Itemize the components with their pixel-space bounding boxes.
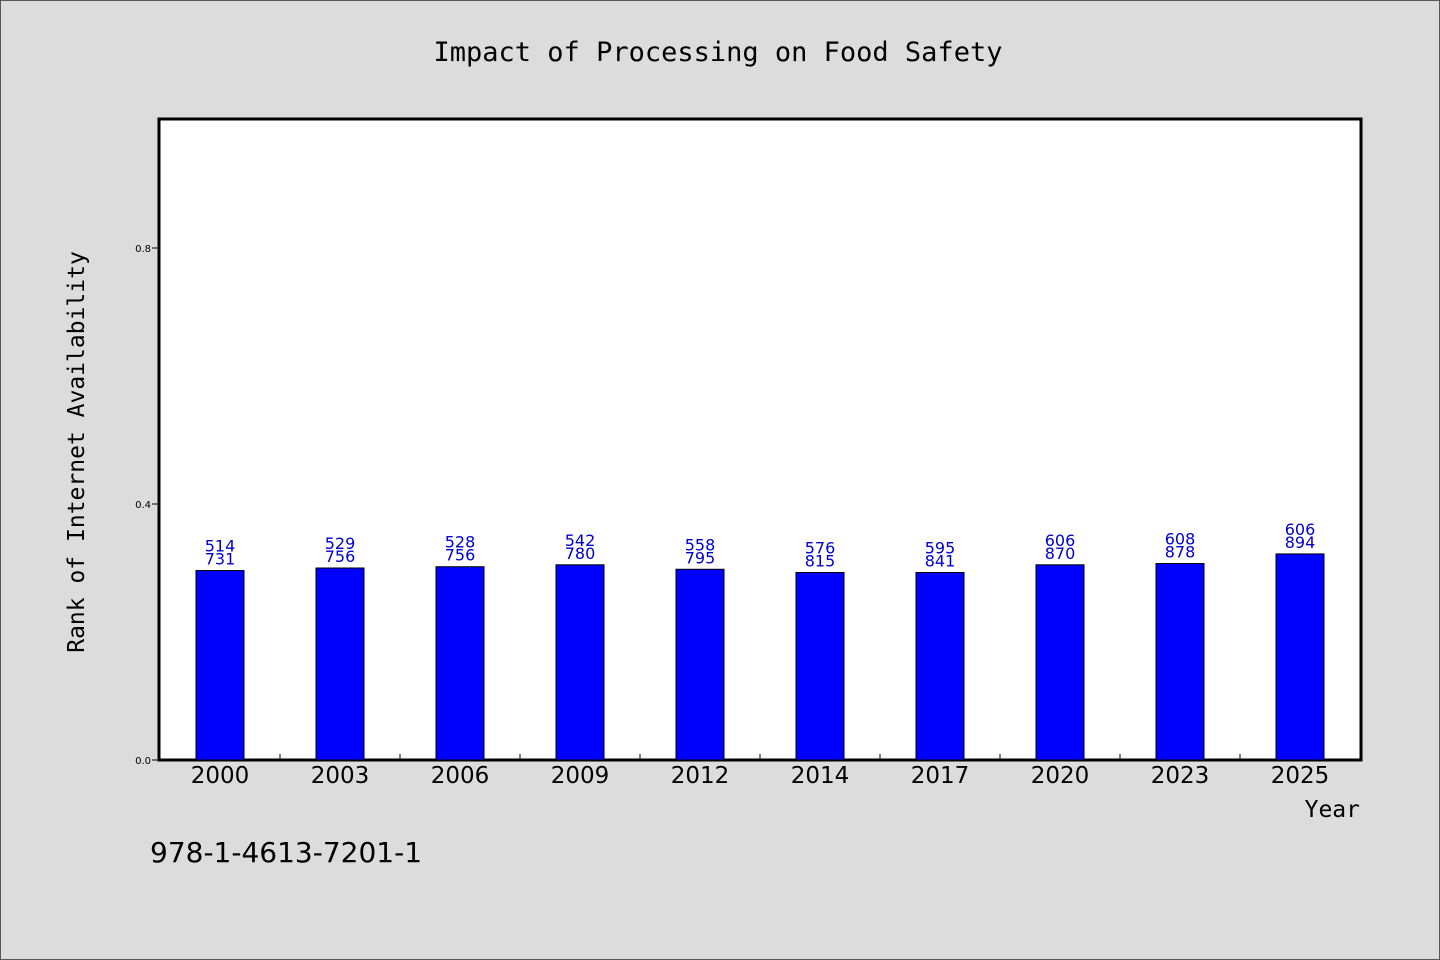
isbn-label: 978-1-4613-7201-1 [150,836,422,869]
x-axis: 2000 2003 2006 2009 2012 2014 2017 2020 2023 2025 [191,754,1330,789]
bar-2020 [1035,564,1085,761]
bar-label-bottom-2020: 870 [1045,544,1076,563]
x-tick-label-2025: 2025 [1271,763,1330,789]
bar-label-top-2009: 542 [565,531,596,550]
bar-label-top-2012: 558 [685,535,716,554]
bar-label-top-2020: 606 [1045,531,1076,550]
x-axis-title: Year [1305,797,1360,823]
bar-label-bottom-2017: 841 [925,551,956,570]
y-tick-label-0.4: 0.4 [135,500,151,511]
bar-label-bottom-2012: 795 [685,548,716,567]
bar-2000 [195,570,245,761]
bar-label-top-2003: 529 [325,534,356,553]
y-tick-label-0.0: 0.0 [135,756,151,767]
x-tick-label-2017: 2017 [911,763,970,789]
bar-label-top-2023: 608 [1165,530,1196,549]
x-tick-label-2023: 2023 [1151,763,1210,789]
y-axis-title: Rank of Internet Availability [64,251,90,653]
y-tick-label-0.8: 0.8 [135,244,151,255]
chart-title: Impact of Processing on Food Safety [434,37,1003,68]
x-tick-label-2012: 2012 [671,763,730,789]
bar-label-top-2006: 528 [445,533,476,552]
bar-2003 [315,567,365,761]
bar-label-bottom-2003: 756 [325,547,356,566]
bar-label-top-2017: 595 [925,538,956,557]
bar-2023 [1155,563,1205,761]
bar-2025 [1275,553,1325,761]
y-axis: 0.0 0.4 0.8 [135,244,160,767]
bar-2009 [555,564,605,761]
x-tick-label-2000: 2000 [191,763,250,789]
x-tick-label-2009: 2009 [551,763,610,789]
x-tick-label-2014: 2014 [791,763,850,789]
bar-label-top-2014: 576 [805,538,836,557]
bar-label-top-2000: 514 [205,537,236,556]
bar-label-bottom-2000: 731 [205,550,236,569]
bar-2012 [675,568,725,761]
bar-label-bottom-2025: 894 [1285,533,1316,552]
bar-2006 [435,566,485,761]
bar-2014 [795,571,845,761]
bar-2017 [915,571,965,761]
bar-label-bottom-2014: 815 [805,551,836,570]
bar-label-bottom-2009: 780 [565,544,596,563]
x-tick-label-2020: 2020 [1031,763,1090,789]
x-tick-label-2006: 2006 [431,763,490,789]
bar-label-top-2025: 606 [1285,520,1316,539]
bar-label-bottom-2023: 878 [1165,543,1196,562]
bar-label-bottom-2006: 756 [445,546,476,565]
x-tick-label-2003: 2003 [311,763,370,789]
